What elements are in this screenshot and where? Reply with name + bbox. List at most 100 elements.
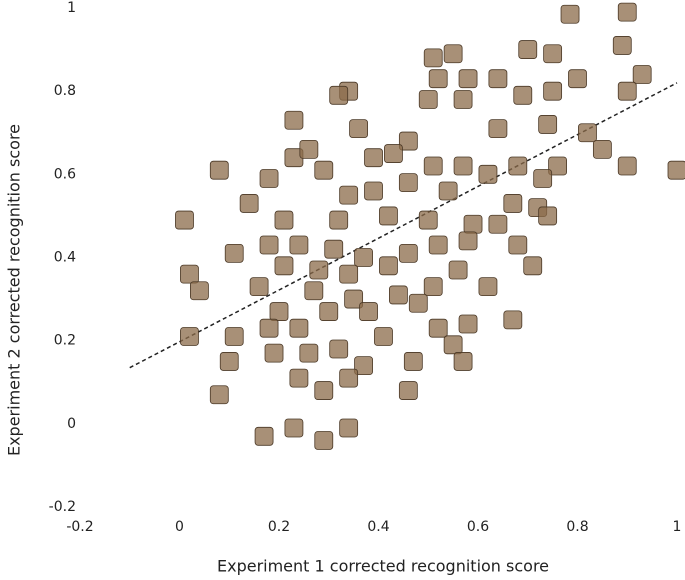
point bbox=[364, 148, 383, 168]
point bbox=[453, 90, 473, 109]
point bbox=[379, 256, 398, 276]
point bbox=[224, 327, 244, 346]
point bbox=[523, 256, 543, 276]
point bbox=[560, 4, 580, 24]
point bbox=[339, 264, 359, 284]
x-tick-label: -0.2 bbox=[66, 519, 93, 535]
y-tick-label: 0.8 bbox=[54, 83, 76, 99]
point bbox=[224, 243, 244, 263]
point bbox=[299, 139, 319, 159]
point bbox=[548, 156, 567, 176]
y-tick-label: 0 bbox=[67, 416, 76, 432]
point bbox=[453, 352, 473, 371]
point bbox=[568, 69, 587, 89]
x-axis-title: Experiment 1 corrected recognition score bbox=[217, 557, 549, 576]
y-tick-label: 0.4 bbox=[54, 250, 76, 266]
point bbox=[538, 115, 558, 134]
point bbox=[408, 293, 428, 313]
point bbox=[632, 65, 652, 84]
point bbox=[503, 310, 523, 330]
point bbox=[319, 302, 339, 321]
point bbox=[478, 164, 498, 184]
point bbox=[428, 235, 448, 255]
point bbox=[259, 235, 279, 255]
point bbox=[175, 210, 194, 230]
point bbox=[189, 281, 209, 301]
point bbox=[364, 181, 383, 201]
point bbox=[428, 69, 448, 89]
point bbox=[269, 302, 289, 321]
point bbox=[349, 119, 369, 138]
point bbox=[259, 169, 279, 188]
x-tick-label: 0.2 bbox=[268, 519, 290, 535]
point bbox=[398, 173, 418, 193]
point bbox=[508, 156, 528, 176]
x-tick-label: 0 bbox=[175, 519, 184, 535]
point bbox=[443, 335, 463, 355]
y-tick-label: 0.2 bbox=[54, 333, 76, 349]
point bbox=[274, 210, 294, 230]
point bbox=[219, 352, 239, 371]
point bbox=[398, 381, 418, 400]
point bbox=[249, 277, 269, 297]
point bbox=[239, 194, 259, 213]
point bbox=[289, 318, 309, 338]
point bbox=[418, 90, 438, 109]
point bbox=[448, 260, 468, 280]
point bbox=[508, 235, 528, 255]
point bbox=[617, 156, 637, 176]
point bbox=[458, 231, 478, 251]
point bbox=[274, 256, 294, 276]
point bbox=[284, 110, 304, 130]
point bbox=[339, 185, 359, 205]
point bbox=[329, 210, 349, 230]
point bbox=[538, 206, 558, 226]
point bbox=[443, 44, 463, 64]
point bbox=[259, 318, 279, 338]
x-tick-label: 0.6 bbox=[467, 519, 489, 535]
point bbox=[453, 156, 473, 176]
point bbox=[314, 381, 334, 400]
point bbox=[299, 343, 319, 363]
point bbox=[324, 239, 344, 259]
point bbox=[458, 69, 478, 89]
point bbox=[458, 314, 478, 334]
point bbox=[304, 281, 324, 301]
point bbox=[254, 426, 274, 446]
point bbox=[264, 343, 284, 363]
point bbox=[354, 356, 373, 376]
point bbox=[518, 40, 538, 59]
point bbox=[289, 235, 309, 255]
point bbox=[418, 210, 438, 230]
point bbox=[398, 243, 418, 263]
point bbox=[403, 352, 423, 371]
point bbox=[180, 264, 199, 284]
y-axis-title: Experiment 2 corrected recognition score bbox=[5, 124, 24, 456]
point bbox=[284, 418, 304, 438]
x-tick-label: 1 bbox=[673, 519, 682, 535]
point bbox=[309, 260, 329, 280]
point bbox=[314, 431, 334, 450]
point bbox=[488, 214, 508, 234]
point bbox=[423, 277, 443, 297]
point bbox=[209, 385, 229, 405]
point bbox=[488, 119, 508, 138]
point bbox=[513, 85, 533, 105]
point bbox=[329, 339, 349, 359]
point bbox=[354, 248, 373, 267]
point bbox=[329, 85, 349, 105]
point bbox=[388, 285, 408, 305]
point bbox=[423, 48, 443, 68]
point bbox=[578, 123, 597, 143]
point bbox=[398, 131, 418, 151]
point bbox=[533, 169, 553, 188]
point bbox=[314, 160, 334, 180]
y-tick-label: 0.6 bbox=[54, 166, 76, 182]
point bbox=[359, 302, 378, 321]
point bbox=[488, 69, 508, 89]
y-tick-label: 1 bbox=[67, 0, 76, 16]
point bbox=[384, 144, 403, 163]
point bbox=[463, 214, 483, 234]
